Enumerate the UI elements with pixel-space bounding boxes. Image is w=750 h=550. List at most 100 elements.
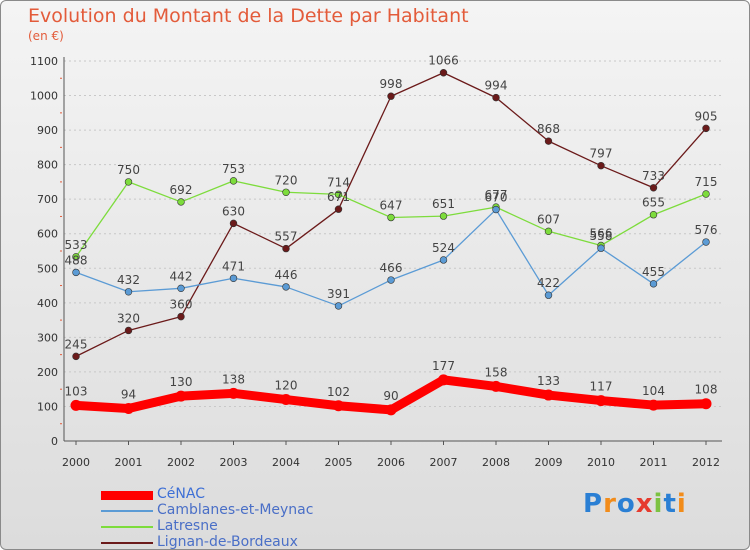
- data-point: [72, 253, 80, 261]
- data-point: [439, 69, 448, 77]
- data-point: [702, 238, 710, 246]
- y-tick-label: 0: [51, 435, 58, 448]
- data-point: [229, 274, 238, 282]
- data-point: [543, 389, 554, 401]
- x-tick-label: 2002: [167, 456, 195, 469]
- data-point: [175, 390, 187, 402]
- data-point: [702, 190, 710, 198]
- data-label: 432: [117, 273, 140, 287]
- data-label: 360: [170, 298, 193, 312]
- data-point: [177, 284, 185, 293]
- data-point: [229, 219, 238, 228]
- data-label: 905: [695, 109, 718, 123]
- y-tick-label: 100: [37, 400, 58, 413]
- legend-label: Camblanes-et-Meynac: [157, 502, 314, 518]
- data-point: [228, 387, 239, 399]
- x-tick-label: 2008: [482, 456, 510, 469]
- data-point: [385, 404, 397, 416]
- data-point: [70, 399, 82, 411]
- data-point: [124, 288, 133, 296]
- brand-letter: i: [676, 489, 687, 519]
- data-label: 714: [327, 175, 350, 189]
- data-point: [282, 188, 290, 196]
- data-point: [438, 374, 449, 386]
- data-label: 715: [695, 175, 718, 189]
- x-tick-label: 2005: [325, 456, 353, 469]
- data-point: [492, 93, 500, 102]
- legend-swatch: [101, 542, 153, 544]
- data-label: 677: [485, 188, 508, 202]
- data-label: 245: [65, 337, 88, 351]
- y-tick-label: 1000: [30, 90, 58, 103]
- x-tick-label: 2006: [377, 456, 405, 469]
- data-point: [333, 400, 344, 412]
- y-tick-label: 500: [37, 262, 58, 275]
- y-tick-label: 200: [37, 366, 58, 379]
- data-point: [72, 352, 80, 361]
- brand-letter: P: [583, 489, 604, 519]
- data-label: 720: [275, 173, 298, 187]
- data-point: [649, 184, 658, 192]
- data-point: [387, 276, 395, 284]
- data-label: 422: [537, 276, 560, 290]
- data-label: 630: [222, 204, 245, 218]
- data-point: [439, 212, 448, 220]
- data-point: [490, 380, 502, 392]
- data-label: 466: [380, 261, 403, 275]
- data-label: 446: [275, 268, 298, 282]
- data-label: 90: [383, 389, 398, 403]
- brand-letter: t: [663, 489, 677, 519]
- brand-letter: o: [616, 489, 636, 519]
- data-label: 1066: [428, 54, 459, 68]
- legend-swatch: [101, 526, 153, 528]
- brand-letter: r: [603, 489, 617, 519]
- data-point: [280, 394, 292, 406]
- data-label: 797: [590, 147, 613, 161]
- label-layer: 2453203606305576719981066994868797733905…: [65, 54, 718, 403]
- data-point: [229, 177, 238, 185]
- x-tick-label: 2001: [115, 456, 143, 469]
- unit-label: (en €): [28, 29, 64, 43]
- brand-logo: Proxiti: [583, 489, 687, 519]
- brand-letter: x: [635, 489, 654, 519]
- data-label: 607: [537, 212, 560, 226]
- data-point: [387, 213, 395, 222]
- data-label: 471: [222, 259, 245, 273]
- data-point: [334, 302, 343, 310]
- data-label: 733: [642, 169, 665, 183]
- data-label: 455: [642, 265, 665, 279]
- legend-label: Lignan-de-Bordeaux: [157, 534, 298, 550]
- data-label: 868: [537, 122, 560, 136]
- x-tick-label: 2012: [692, 456, 720, 469]
- data-point: [648, 399, 659, 411]
- x-tick-label: 2010: [587, 456, 615, 469]
- data-label: 391: [327, 287, 350, 301]
- data-label: 177: [432, 359, 455, 373]
- grid-layer: [64, 60, 722, 407]
- data-point: [439, 256, 448, 264]
- data-label: 750: [117, 163, 140, 177]
- data-label: 671: [327, 190, 350, 204]
- y-tick-label: 700: [37, 193, 58, 206]
- legend-swatch: [101, 510, 153, 512]
- data-point: [123, 403, 134, 415]
- data-point: [177, 312, 185, 321]
- data-label: 138: [222, 372, 245, 386]
- data-label: 442: [170, 269, 193, 283]
- data-label: 566: [590, 226, 613, 240]
- data-label: 647: [380, 198, 403, 212]
- series-line: [75, 208, 707, 307]
- data-label: 158: [485, 365, 508, 379]
- data-point: [387, 92, 395, 100]
- data-label: 998: [380, 77, 403, 91]
- y-tick-label: 1100: [30, 55, 58, 68]
- data-label: 651: [432, 197, 455, 211]
- data-point: [282, 244, 290, 253]
- data-point: [649, 211, 658, 219]
- data-point: [597, 161, 605, 170]
- y-tick-label: 600: [37, 228, 58, 241]
- legend-label: CéNAC: [157, 486, 205, 502]
- x-tick-label: 2007: [430, 456, 458, 469]
- data-point: [702, 124, 710, 133]
